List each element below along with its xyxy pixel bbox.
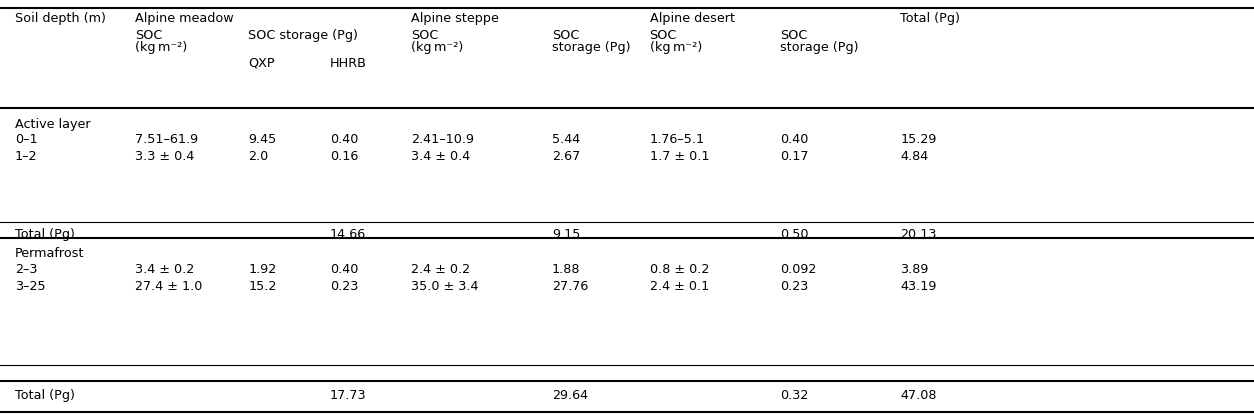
Text: 1.7 ± 0.1: 1.7 ± 0.1 <box>650 150 709 163</box>
Text: 3.89: 3.89 <box>900 263 929 276</box>
Text: Total (Pg): Total (Pg) <box>900 12 961 25</box>
Text: Total (Pg): Total (Pg) <box>15 228 75 241</box>
Text: SOC storage (Pg): SOC storage (Pg) <box>248 29 359 42</box>
Text: 0–1: 0–1 <box>15 133 38 146</box>
Text: 0.17: 0.17 <box>780 150 809 163</box>
Text: 2.67: 2.67 <box>552 150 581 163</box>
Text: 1.88: 1.88 <box>552 263 581 276</box>
Text: 0.23: 0.23 <box>330 280 359 293</box>
Text: 1–2: 1–2 <box>15 150 38 163</box>
Text: QXP: QXP <box>248 57 275 70</box>
Text: 0.16: 0.16 <box>330 150 359 163</box>
Text: 3.4 ± 0.4: 3.4 ± 0.4 <box>411 150 470 163</box>
Text: 2.4 ± 0.1: 2.4 ± 0.1 <box>650 280 709 293</box>
Text: 9.15: 9.15 <box>552 228 581 241</box>
Text: Total (Pg): Total (Pg) <box>15 389 75 402</box>
Text: HHRB: HHRB <box>330 57 366 70</box>
Text: 0.32: 0.32 <box>780 389 809 402</box>
Text: 3.4 ± 0.2: 3.4 ± 0.2 <box>135 263 194 276</box>
Text: Permafrost: Permafrost <box>15 247 84 260</box>
Text: 9.45: 9.45 <box>248 133 277 146</box>
Text: 27.4 ± 1.0: 27.4 ± 1.0 <box>135 280 203 293</box>
Text: (kg m⁻²): (kg m⁻²) <box>411 41 464 54</box>
Text: 14.66: 14.66 <box>330 228 366 241</box>
Text: 15.2: 15.2 <box>248 280 277 293</box>
Text: 2.0: 2.0 <box>248 150 268 163</box>
Text: Alpine steppe: Alpine steppe <box>411 12 499 25</box>
Text: storage (Pg): storage (Pg) <box>552 41 631 54</box>
Text: 20.13: 20.13 <box>900 228 937 241</box>
Text: 35.0 ± 3.4: 35.0 ± 3.4 <box>411 280 479 293</box>
Text: storage (Pg): storage (Pg) <box>780 41 859 54</box>
Text: 0.23: 0.23 <box>780 280 809 293</box>
Text: 0.8 ± 0.2: 0.8 ± 0.2 <box>650 263 709 276</box>
Text: 47.08: 47.08 <box>900 389 937 402</box>
Text: 2.41–10.9: 2.41–10.9 <box>411 133 474 146</box>
Text: 43.19: 43.19 <box>900 280 937 293</box>
Text: 1.92: 1.92 <box>248 263 277 276</box>
Text: 7.51–61.9: 7.51–61.9 <box>135 133 198 146</box>
Text: SOC: SOC <box>650 29 677 42</box>
Text: 4.84: 4.84 <box>900 150 929 163</box>
Text: 3–25: 3–25 <box>15 280 45 293</box>
Text: 2.4 ± 0.2: 2.4 ± 0.2 <box>411 263 470 276</box>
Text: SOC: SOC <box>411 29 439 42</box>
Text: 3.3 ± 0.4: 3.3 ± 0.4 <box>135 150 194 163</box>
Text: 5.44: 5.44 <box>552 133 581 146</box>
Text: Alpine desert: Alpine desert <box>650 12 735 25</box>
Text: 15.29: 15.29 <box>900 133 937 146</box>
Text: 0.40: 0.40 <box>330 133 359 146</box>
Text: 0.40: 0.40 <box>780 133 809 146</box>
Text: 0.092: 0.092 <box>780 263 816 276</box>
Text: 0.40: 0.40 <box>330 263 359 276</box>
Text: SOC: SOC <box>552 29 579 42</box>
Text: Soil depth (m): Soil depth (m) <box>15 12 105 25</box>
Text: 29.64: 29.64 <box>552 389 588 402</box>
Text: 2–3: 2–3 <box>15 263 38 276</box>
Text: 0.50: 0.50 <box>780 228 809 241</box>
Text: 17.73: 17.73 <box>330 389 366 402</box>
Text: (kg m⁻²): (kg m⁻²) <box>135 41 188 54</box>
Text: SOC: SOC <box>135 29 163 42</box>
Text: 27.76: 27.76 <box>552 280 588 293</box>
Text: 1.76–5.1: 1.76–5.1 <box>650 133 705 146</box>
Text: SOC: SOC <box>780 29 808 42</box>
Text: Alpine meadow: Alpine meadow <box>135 12 234 25</box>
Text: Active layer: Active layer <box>15 118 90 131</box>
Text: (kg m⁻²): (kg m⁻²) <box>650 41 702 54</box>
